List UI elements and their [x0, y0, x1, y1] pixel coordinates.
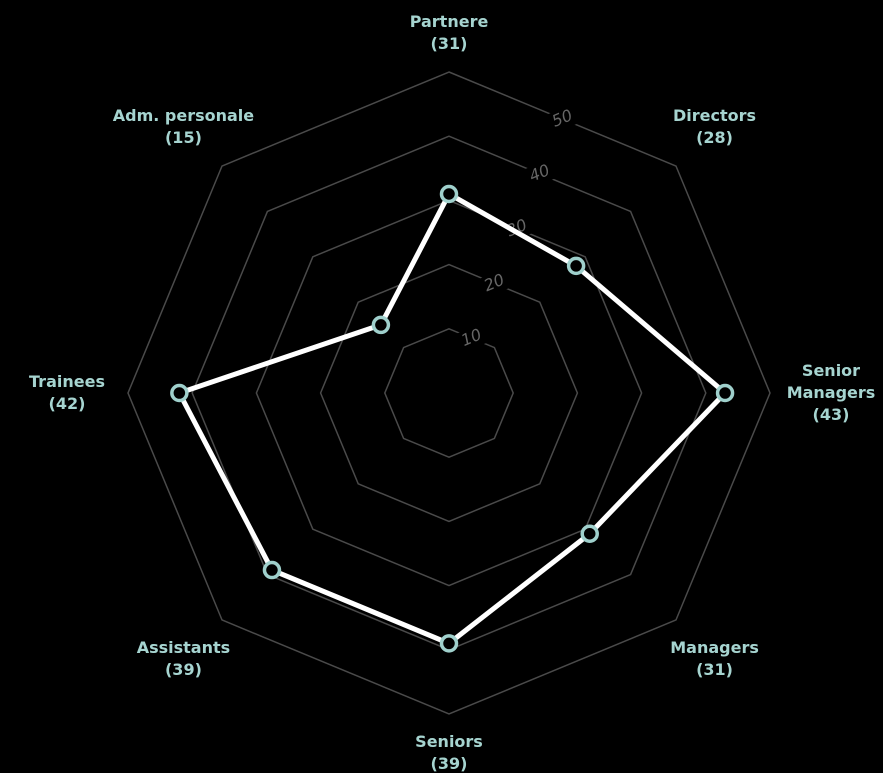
- axis-label: Trainees (42): [3, 371, 131, 415]
- category-label: Directors: [673, 106, 757, 126]
- grid-ring: [383, 327, 515, 459]
- data-point: [439, 184, 459, 204]
- value-label: (31): [430, 34, 468, 53]
- category-label: Managers: [670, 637, 759, 657]
- category-label: Seniors: [415, 732, 483, 751]
- grid-ring: [319, 263, 579, 523]
- value-label: (15): [164, 128, 202, 148]
- axis-label: Senior Managers (43): [782, 360, 880, 426]
- axis-label: Assistants (39): [137, 637, 230, 681]
- value-label: (39): [430, 754, 468, 773]
- axis-label: Directors (28): [673, 105, 756, 149]
- grid-ring: [255, 199, 643, 587]
- axis-label: Seniors (39): [415, 731, 483, 773]
- value-label: (39): [164, 659, 202, 679]
- data-point: [371, 315, 391, 335]
- data-point: [580, 524, 599, 543]
- value-label: (28): [696, 128, 733, 148]
- data-point: [439, 634, 459, 653]
- tick-label-bg: [545, 104, 580, 134]
- tick-label-bg: [523, 159, 557, 189]
- category-label: Assistants: [136, 637, 231, 657]
- tick-label-bg: [477, 268, 512, 299]
- data-point: [170, 383, 189, 403]
- radar-line: [176, 191, 728, 646]
- tick-label-bg: [454, 323, 489, 353]
- axis-label: Partnere (31): [410, 11, 489, 55]
- category-label: Trainees: [29, 372, 105, 391]
- value-label: (43): [812, 405, 850, 424]
- category-label: Partnere: [409, 12, 489, 31]
- axis-label: Managers (31): [670, 637, 759, 681]
- category-label: Senior Managers: [786, 361, 876, 402]
- data-point: [715, 383, 735, 403]
- data-point: [566, 256, 586, 276]
- value-label: (42): [48, 394, 86, 413]
- data-point: [262, 560, 282, 580]
- grid-ring: [127, 71, 771, 715]
- value-label: (31): [696, 659, 733, 679]
- category-label: Adm. personale: [112, 106, 255, 126]
- axis-label: Adm. personale (15): [113, 105, 254, 149]
